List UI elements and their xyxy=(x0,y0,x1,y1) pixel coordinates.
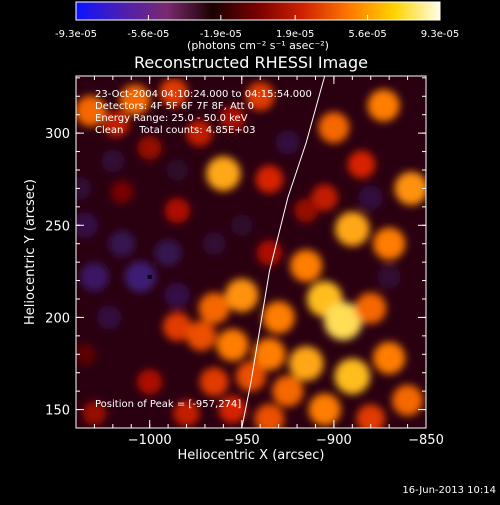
heatmap-blob xyxy=(294,198,319,223)
heatmap-blob xyxy=(288,346,324,381)
heatmap-blob xyxy=(97,305,122,330)
heatmap-blob xyxy=(76,176,92,200)
heatmap-blob xyxy=(76,95,107,127)
heatmap-blob xyxy=(164,282,190,308)
heatmap-blob xyxy=(202,232,226,256)
plot-annotations: 23-Oct-2004 04:10:24.000 to 04:15:54.000… xyxy=(95,89,312,136)
heatmap-blob xyxy=(290,249,323,282)
heatmap-blob xyxy=(347,150,376,179)
heatmap-blob xyxy=(272,375,304,407)
heatmap-blob xyxy=(166,159,189,181)
heatmap-blob xyxy=(82,401,107,426)
colorbar-unit-label: (photons cm⁻² s⁻¹ asec⁻²) xyxy=(187,39,329,52)
colorbar xyxy=(75,1,441,21)
x-axis-label: Heliocentric X (arcsec) xyxy=(178,448,325,463)
heatmap-blob xyxy=(219,105,246,132)
peak-position-label: Position of Peak = [-957,274] xyxy=(95,399,241,410)
annotation-time-range: 23-Oct-2004 04:10:24.000 to 04:15:54.000 xyxy=(95,89,312,100)
annotation-energy-range: Energy Range: 25.0 - 50.0 keV xyxy=(95,113,248,124)
colorbar-tick-label: 9.3e-05 xyxy=(421,29,459,40)
heatmap-blob xyxy=(275,130,300,155)
x-tick-label: −1000 xyxy=(128,433,172,448)
colorbar-tick-label: 5.6e-05 xyxy=(348,29,386,40)
heatmap-blob xyxy=(162,312,192,342)
heatmap-blob xyxy=(225,278,259,313)
heatmap-blob xyxy=(76,343,96,365)
heatmap-blob xyxy=(230,214,253,237)
y-tick-label: 300 xyxy=(45,127,70,142)
heatmap-blob xyxy=(373,227,406,260)
heatmap-blob xyxy=(236,361,266,392)
heatmap-blob xyxy=(186,320,217,351)
y-tick-label: 200 xyxy=(45,311,70,326)
heatmap-blob xyxy=(311,184,338,211)
heatmap-blob xyxy=(137,135,162,160)
heatmap-blob xyxy=(199,367,229,397)
heatmap-blob xyxy=(80,262,109,292)
colorbar-ticks: -9.3e-05 -5.6e-05 -1.9e-05 1.9e-05 5.6e-05 9.… xyxy=(55,15,459,40)
heatmap-blob xyxy=(137,369,163,395)
heatmap-blob xyxy=(159,78,189,107)
heatmap-blob xyxy=(108,230,136,257)
heatmap-blob xyxy=(394,171,426,206)
heatmap-blob xyxy=(355,292,387,324)
heatmap-blob xyxy=(256,240,283,266)
heatmap-blob xyxy=(356,404,386,428)
y-tick-label: 150 xyxy=(45,404,70,419)
heatmap-blob xyxy=(334,358,371,395)
heatmap-blob xyxy=(253,338,286,371)
heatmap-blob xyxy=(373,341,406,375)
heatmap-blob xyxy=(335,211,370,247)
peak-marker xyxy=(147,274,152,279)
heatmap-blob xyxy=(110,180,134,204)
annotation-detectors: Detectors: 4F 5F 6F 7F 8F, Att 0 xyxy=(95,101,254,112)
chart-title: Reconstructed RHESSI Image xyxy=(134,53,368,72)
heatmap-blob xyxy=(245,81,275,111)
x-tick-label: −950 xyxy=(224,433,260,448)
heatmap-blobs xyxy=(76,78,426,428)
x-tick-label: −850 xyxy=(408,433,444,448)
heatmap-blob xyxy=(218,395,247,424)
axis-ticks: −1000 −950 −900 −850 150 200 250 300 xyxy=(45,76,444,448)
heatmap-blob xyxy=(254,403,285,428)
solar-limb-arc xyxy=(241,76,326,428)
colorbar-tick-label: -9.3e-05 xyxy=(55,29,97,40)
heatmap-blob xyxy=(103,110,130,138)
heatmap-blob xyxy=(101,149,125,173)
heatmap-blob xyxy=(392,384,424,416)
colorbar-tick-label: -5.6e-05 xyxy=(127,29,169,40)
heatmap-blob xyxy=(154,239,182,267)
colorbar-tick-label: -1.9e-05 xyxy=(200,29,242,40)
heatmap-blob xyxy=(198,292,230,324)
heatmap-blob xyxy=(262,301,295,334)
heatmap-blob xyxy=(124,261,157,293)
y-tick-label: 250 xyxy=(45,219,70,234)
plot-area xyxy=(76,76,426,428)
heatmap-blob xyxy=(358,185,383,210)
footer-timestamp: 16-Jun-2013 10:14 xyxy=(402,485,496,496)
heatmap-blob xyxy=(76,212,98,238)
x-tick-label: −900 xyxy=(316,433,352,448)
heatmap-blob xyxy=(173,400,200,427)
y-axis-label: Heliocentric Y (arcsec) xyxy=(23,179,38,325)
heatmap-blob xyxy=(186,119,213,147)
heatmap-blob xyxy=(119,84,151,116)
heatmap-blob xyxy=(367,89,400,122)
plot-frame xyxy=(75,75,427,429)
heatmap-blob xyxy=(255,165,284,194)
heatmap-blob xyxy=(164,197,190,224)
heatmap-blob xyxy=(308,393,341,426)
colorbar-tick-label: 1.9e-05 xyxy=(276,29,314,40)
heatmap-blob xyxy=(216,328,249,362)
heatmap-blob xyxy=(377,265,401,289)
heatmap-blob xyxy=(318,112,350,144)
heatmap-blob xyxy=(206,156,241,191)
annotation-clean-counts: Clean Total counts: 4.85E+03 xyxy=(95,125,255,136)
heatmap-blob xyxy=(324,302,363,341)
